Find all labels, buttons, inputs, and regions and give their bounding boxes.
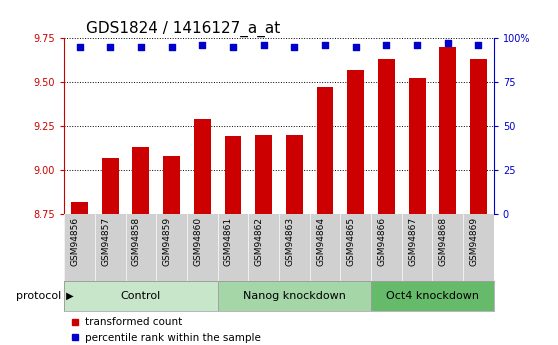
Text: GSM94863: GSM94863: [285, 217, 295, 266]
Text: protocol: protocol: [16, 291, 61, 301]
Text: Nanog knockdown: Nanog knockdown: [243, 291, 346, 301]
Bar: [347, 70, 364, 214]
Point: [443, 40, 452, 46]
Bar: [255, 135, 272, 214]
Point: [136, 44, 145, 49]
Point: [228, 44, 237, 49]
Bar: [102, 158, 119, 214]
Bar: [408, 78, 426, 214]
Point: [290, 44, 299, 49]
Text: ▶: ▶: [63, 291, 74, 301]
Point: [351, 44, 360, 49]
Text: Oct4 knockdown: Oct4 knockdown: [386, 291, 479, 301]
Point: [105, 44, 115, 49]
Point: [382, 42, 391, 48]
Bar: [64, 281, 218, 310]
Text: GSM94858: GSM94858: [132, 217, 141, 266]
Bar: [194, 119, 211, 214]
Point: [75, 44, 84, 49]
Text: GSM94869: GSM94869: [469, 217, 478, 266]
Text: GDS1824 / 1416127_a_at: GDS1824 / 1416127_a_at: [86, 20, 280, 37]
Point: [320, 42, 329, 48]
Bar: [163, 156, 180, 214]
Text: GSM94866: GSM94866: [377, 217, 386, 266]
Bar: [224, 137, 242, 214]
Point: [259, 42, 268, 48]
Bar: [470, 59, 487, 214]
Point: [412, 42, 421, 48]
Bar: [378, 59, 395, 214]
Text: GSM94865: GSM94865: [347, 217, 356, 266]
Bar: [316, 87, 334, 214]
Bar: [439, 47, 456, 214]
Text: GSM94861: GSM94861: [224, 217, 233, 266]
Text: GSM94864: GSM94864: [316, 217, 325, 266]
Text: GSM94859: GSM94859: [162, 217, 171, 266]
Bar: [71, 201, 88, 214]
Text: GSM94856: GSM94856: [70, 217, 79, 266]
Legend: transformed count, percentile rank within the sample: transformed count, percentile rank withi…: [69, 317, 261, 343]
Bar: [371, 281, 494, 310]
Point: [167, 44, 176, 49]
Bar: [132, 147, 150, 214]
Text: GSM94860: GSM94860: [193, 217, 202, 266]
Point: [474, 42, 483, 48]
Text: Control: Control: [121, 291, 161, 301]
Text: GSM94867: GSM94867: [408, 217, 417, 266]
Bar: [218, 281, 371, 310]
Point: [198, 42, 206, 48]
Bar: [286, 135, 303, 214]
Text: GSM94857: GSM94857: [101, 217, 110, 266]
Text: GSM94862: GSM94862: [254, 217, 263, 266]
Text: GSM94868: GSM94868: [439, 217, 448, 266]
